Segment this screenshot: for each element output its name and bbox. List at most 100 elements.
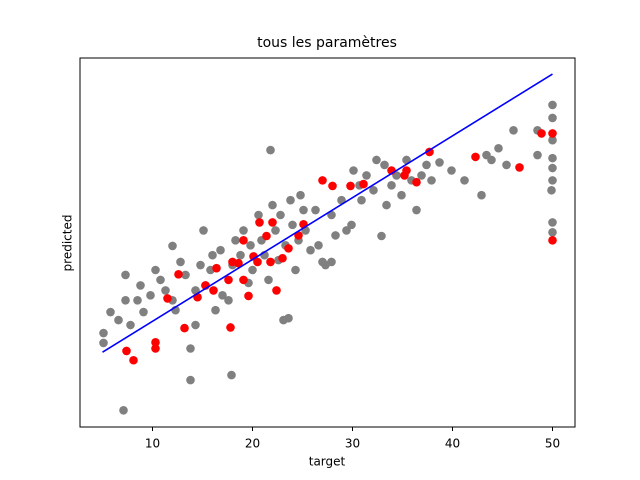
point xyxy=(174,270,183,279)
x-tick-label: 20 xyxy=(245,437,260,451)
point xyxy=(346,181,355,191)
point xyxy=(427,176,436,185)
point xyxy=(548,153,557,163)
point xyxy=(99,338,108,348)
point xyxy=(357,195,366,205)
point xyxy=(231,236,240,245)
point xyxy=(548,218,557,227)
point xyxy=(533,150,542,160)
point xyxy=(266,145,275,155)
point xyxy=(224,295,233,305)
point xyxy=(299,205,308,215)
point xyxy=(342,226,351,235)
point xyxy=(262,231,271,241)
point xyxy=(181,270,190,280)
point xyxy=(296,190,305,200)
point xyxy=(288,220,297,230)
point xyxy=(548,236,557,245)
x-tick-label: 30 xyxy=(345,437,360,451)
point xyxy=(129,355,138,365)
point xyxy=(208,250,217,260)
point xyxy=(276,210,285,220)
point xyxy=(327,257,336,267)
x-tick-label: 50 xyxy=(545,437,560,451)
point xyxy=(236,250,245,260)
point xyxy=(180,323,189,333)
point xyxy=(151,338,160,347)
plot-area xyxy=(99,73,557,415)
point xyxy=(161,286,170,295)
point xyxy=(537,129,546,138)
point xyxy=(548,113,557,123)
point xyxy=(382,200,391,210)
point xyxy=(349,166,358,175)
point xyxy=(487,155,496,165)
point xyxy=(417,171,426,180)
point xyxy=(264,275,273,285)
point xyxy=(255,218,264,227)
point xyxy=(191,320,200,330)
y-axis-label: predicted xyxy=(61,215,75,272)
point xyxy=(106,307,115,317)
point xyxy=(509,126,518,135)
point xyxy=(477,190,486,200)
point xyxy=(397,190,406,200)
point xyxy=(471,152,480,162)
point xyxy=(377,231,386,241)
point xyxy=(168,241,177,251)
point xyxy=(176,257,185,267)
point xyxy=(284,313,293,323)
point xyxy=(286,195,295,205)
point xyxy=(99,328,108,338)
axes-frame xyxy=(79,57,576,428)
point xyxy=(196,260,205,270)
point xyxy=(548,163,557,173)
point xyxy=(314,240,323,250)
point xyxy=(234,258,243,268)
point xyxy=(133,295,142,305)
point xyxy=(119,406,128,415)
point xyxy=(359,179,368,189)
point xyxy=(211,305,220,315)
point xyxy=(244,291,253,301)
point xyxy=(122,346,131,356)
point xyxy=(239,236,248,245)
point xyxy=(347,220,356,230)
point xyxy=(209,286,218,295)
point xyxy=(239,226,248,235)
point xyxy=(114,315,123,325)
x-axis-label: target xyxy=(309,455,346,469)
x-tick-label: 10 xyxy=(145,437,160,451)
point xyxy=(412,205,421,215)
point xyxy=(548,129,557,138)
point xyxy=(271,226,280,235)
point xyxy=(151,265,160,275)
point xyxy=(272,286,281,295)
point xyxy=(311,205,320,215)
point xyxy=(268,218,277,227)
point xyxy=(291,265,300,275)
point xyxy=(380,160,389,170)
point xyxy=(425,147,434,157)
point xyxy=(460,176,469,185)
line xyxy=(102,73,553,353)
point xyxy=(412,177,421,187)
point xyxy=(218,291,227,300)
point xyxy=(502,160,511,170)
point xyxy=(515,163,524,172)
chart-title: tous les paramètres xyxy=(257,35,397,51)
point xyxy=(548,135,557,145)
point xyxy=(216,245,225,255)
point xyxy=(227,370,236,380)
point xyxy=(199,226,208,235)
point xyxy=(224,275,233,285)
point xyxy=(186,375,195,385)
point xyxy=(156,275,165,285)
point xyxy=(547,185,556,195)
point xyxy=(548,228,557,237)
point xyxy=(422,160,431,170)
x-tick-label: 40 xyxy=(445,437,460,451)
point xyxy=(212,263,221,273)
point xyxy=(139,307,148,317)
